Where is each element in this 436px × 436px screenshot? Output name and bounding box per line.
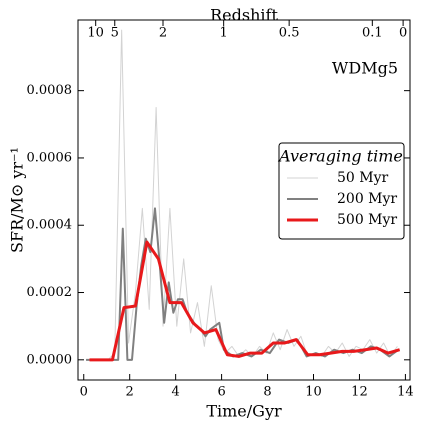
series-line [89,240,401,362]
legend-box [278,142,405,240]
legend-label: 200 Myr [337,191,397,207]
x2-tick-label: 5 [111,26,119,41]
x-tick-label: 12 [351,385,368,400]
x-tick-label: 10 [305,385,322,400]
x2-tick-label: 1 [220,26,228,41]
x2-tick-label: 10 [87,26,104,41]
legend-title: Averaging time [277,147,403,166]
y-tick-label: 0.0000 [27,352,73,367]
plot-frame [77,19,411,381]
x-tick-label: 8 [263,385,271,400]
x-axis-label: Time/Gyr [206,402,282,421]
x2-tick-label: 0 [399,26,407,41]
y-tick-label: 0.0008 [27,83,73,98]
plot-lines [86,29,401,362]
x2-axis-label: Redshift [210,6,278,25]
y-tick-label: 0.0002 [27,285,73,300]
x2-tick-label: 0.1 [362,26,383,41]
legend-label: 50 Myr [337,170,389,186]
x-tick-label: 6 [217,385,225,400]
legend-label: 500 Myr [337,212,397,228]
y-tick-label: 0.0004 [27,218,73,233]
x-tick-label: 4 [172,385,180,400]
annotation: WDMg5 [332,59,398,78]
y-tick-label: 0.0006 [27,150,73,165]
x-tick-label: 2 [126,385,134,400]
x2-tick-label: 0.5 [279,26,300,41]
x-tick-label: 14 [397,385,414,400]
y-axis-label: SFR/M⊙ yr⁻¹ [8,147,27,253]
x2-tick-label: 2 [159,26,167,41]
x-tick-label: 0 [80,385,88,400]
